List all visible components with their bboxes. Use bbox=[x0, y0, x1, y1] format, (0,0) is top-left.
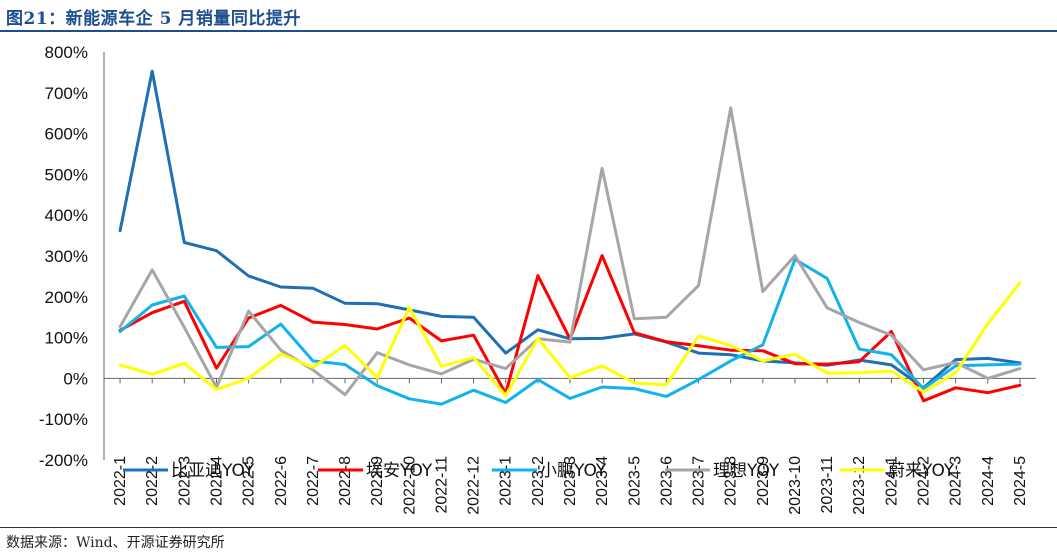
y-tick-label: 400% bbox=[45, 206, 88, 225]
x-tick-label: 2022-10 bbox=[401, 456, 418, 515]
x-tick-label: 2024-5 bbox=[1012, 456, 1029, 506]
x-tick-label: 2023-8 bbox=[723, 456, 740, 506]
y-tick-label: -100% bbox=[39, 410, 88, 429]
x-tick-label: 2022-9 bbox=[369, 456, 386, 506]
x-tick-label: 2022-3 bbox=[176, 456, 193, 506]
x-tick-label: 2022-7 bbox=[305, 456, 322, 506]
source-note: 数据来源：Wind、开源证券研究所 bbox=[6, 535, 225, 551]
x-tick-label: 2022-8 bbox=[337, 456, 354, 506]
x-tick-label: 2022-2 bbox=[144, 456, 161, 506]
y-tick-label: 600% bbox=[45, 125, 88, 144]
legend-label: 理想YOY bbox=[713, 461, 780, 481]
y-tick-label: 100% bbox=[45, 329, 88, 348]
title-divider bbox=[0, 30, 1057, 32]
x-tick-label: 2022-11 bbox=[433, 456, 450, 514]
legend-label: 比亚迪YOY bbox=[171, 461, 255, 481]
x-tick-label: 2023-4 bbox=[594, 456, 611, 506]
x-tick-label: 2022-5 bbox=[241, 456, 258, 506]
y-tick-label: 300% bbox=[45, 247, 88, 266]
y-tick-label: 500% bbox=[45, 165, 88, 184]
y-tick-label: -200% bbox=[39, 451, 88, 470]
line-chart: -200% -100% 0% 100% 200% 300% 400% 500% 600% 700%… bbox=[39, 43, 1036, 515]
x-tick-label: 2022-12 bbox=[466, 456, 483, 515]
legend-label: 小鹏YOY bbox=[540, 461, 607, 481]
x-tick-label: 2023-2 bbox=[530, 456, 547, 506]
x-tick-label: 2023-6 bbox=[658, 456, 675, 506]
y-tick-label: 700% bbox=[45, 84, 88, 103]
footer-divider bbox=[0, 527, 1057, 528]
x-tick-label: 2023-7 bbox=[691, 456, 708, 506]
chart-series bbox=[118, 69, 1022, 406]
chart-axes: -200% -100% 0% 100% 200% 300% 400% 500% 600% 700%… bbox=[39, 43, 1036, 515]
y-tick-label: 0% bbox=[63, 369, 88, 388]
x-tick-label: 2024-3 bbox=[948, 456, 965, 506]
x-tick-label: 2023-12 bbox=[851, 456, 868, 515]
legend-label: 埃安YOY bbox=[366, 461, 433, 481]
series-line bbox=[118, 106, 1022, 397]
x-tick-label: 2023-5 bbox=[626, 456, 643, 506]
x-tick-label: 2022-1 bbox=[112, 456, 129, 506]
x-tick-label: 2023-1 bbox=[498, 456, 515, 506]
y-tick-label: 200% bbox=[45, 288, 88, 307]
legend-label: 蔚来YOY bbox=[888, 461, 955, 481]
chart-legend: 比亚迪YOY 埃安YOY 小鹏YOY 理想YOY 蔚来YOY bbox=[123, 461, 955, 481]
x-tick-label: 2023-9 bbox=[755, 456, 772, 506]
x-tick-label: 2023-3 bbox=[562, 456, 579, 506]
figure-title: 图21：新能源车企 5 月销量同比提升 bbox=[6, 9, 301, 29]
x-tick-label: 2023-11 bbox=[819, 456, 836, 514]
x-tick-label: 2024-2 bbox=[916, 456, 933, 506]
x-tick-label: 2024-1 bbox=[883, 456, 900, 506]
series-line bbox=[118, 281, 1022, 397]
x-tick-label: 2023-10 bbox=[787, 456, 804, 515]
x-tick-label: 2024-4 bbox=[980, 456, 997, 506]
y-tick-label: 800% bbox=[45, 43, 88, 62]
series-line bbox=[118, 257, 1022, 406]
x-tick-label: 2022-6 bbox=[273, 456, 290, 506]
x-tick-label: 2022-4 bbox=[208, 456, 225, 506]
